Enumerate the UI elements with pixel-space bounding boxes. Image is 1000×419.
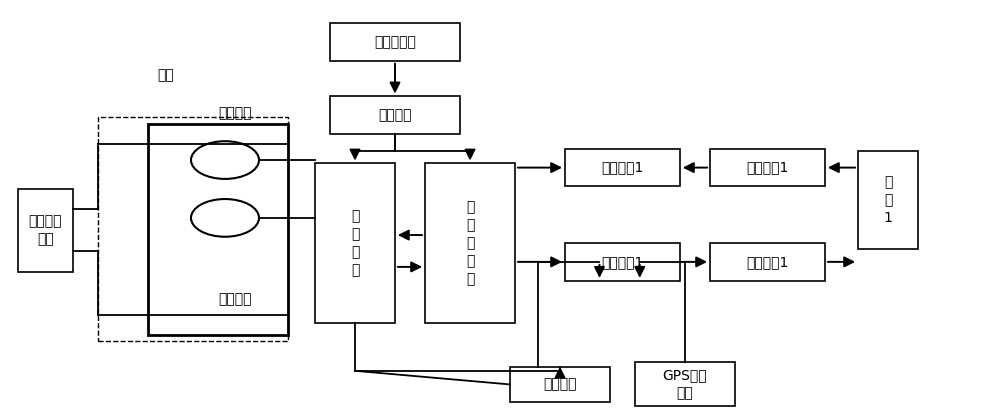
Bar bbox=[858, 151, 918, 249]
Bar bbox=[98, 117, 288, 341]
Text: 接收模块1: 接收模块1 bbox=[746, 160, 789, 175]
Text: 时钟模块: 时钟模块 bbox=[543, 378, 577, 391]
Text: 发射模块1: 发射模块1 bbox=[746, 255, 789, 269]
Bar bbox=[330, 96, 460, 134]
Bar bbox=[315, 163, 395, 323]
Ellipse shape bbox=[191, 199, 259, 237]
Text: 供电电池: 供电电池 bbox=[378, 108, 412, 122]
Text: 微
处
理
器: 微 处 理 器 bbox=[351, 209, 359, 277]
Bar bbox=[635, 362, 735, 406]
Bar bbox=[18, 189, 73, 272]
Bar bbox=[510, 367, 610, 402]
Text: 电压线圈: 电压线圈 bbox=[218, 106, 252, 120]
Text: 电流线圈: 电流线圈 bbox=[218, 292, 252, 307]
Text: 解调模块1: 解调模块1 bbox=[601, 160, 644, 175]
Text: GPS定位
模块: GPS定位 模块 bbox=[663, 368, 707, 401]
Text: 数
据
存
储
器: 数 据 存 储 器 bbox=[466, 200, 474, 286]
Text: 待测接地
电阻: 待测接地 电阻 bbox=[29, 215, 62, 246]
Text: 调制模块1: 调制模块1 bbox=[601, 255, 644, 269]
Bar bbox=[565, 243, 680, 281]
Text: 天
线
1: 天 线 1 bbox=[884, 175, 892, 225]
Bar bbox=[425, 163, 515, 323]
Bar bbox=[565, 149, 680, 186]
Bar bbox=[710, 243, 825, 281]
Bar bbox=[148, 124, 288, 335]
Ellipse shape bbox=[191, 141, 259, 179]
Text: 钳表: 钳表 bbox=[157, 68, 174, 83]
Text: 太阳能电池: 太阳能电池 bbox=[374, 35, 416, 49]
Bar bbox=[330, 23, 460, 61]
Bar bbox=[710, 149, 825, 186]
